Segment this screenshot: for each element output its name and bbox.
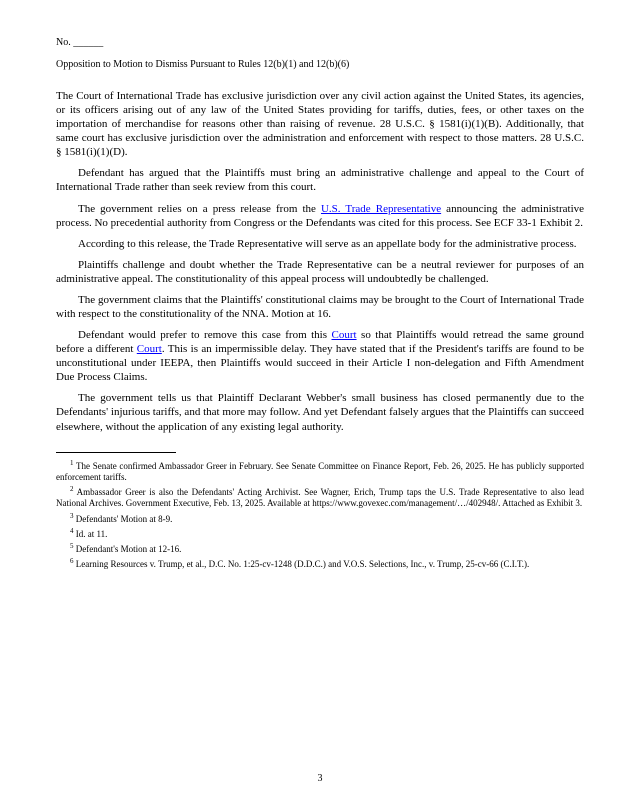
fn-num-5: 5 [70,542,74,550]
fn-text-5: Defendant's Motion at 12-16. [76,544,182,554]
fn-num-1: 1 [70,459,74,467]
body-text: The Court of International Trade has exc… [56,89,584,434]
link-court-1[interactable]: Court [332,329,357,341]
fn-num-6: 6 [70,557,74,565]
link-ustr[interactable]: U.S. Trade Representative [321,203,441,215]
page-number: 3 [0,773,640,784]
fn-text-2: Ambassador Greer is also the Defendants'… [56,487,584,508]
para-7-pre: Defendant would prefer to remove this ca… [78,329,332,341]
para-1: The Court of International Trade has exc… [56,89,584,159]
fn-text-3: Defendants' Motion at 8-9. [76,514,173,524]
document-page: No. ______ Opposition to Motion to Dismi… [0,0,640,800]
fn-text-6: Learning Resources v. Trump, et al., D.C… [76,559,530,569]
footnote-separator [56,452,176,453]
fn-num-4: 4 [70,527,74,535]
footnote-6: 6 Learning Resources v. Trump, et al., D… [56,557,584,570]
fn-num-3: 3 [70,512,74,520]
para-4: According to this release, the Trade Rep… [56,237,584,251]
header-title: Opposition to Motion to Dismiss Pursuant… [56,58,584,72]
para-2: Defendant has argued that the Plaintiffs… [56,166,584,194]
fn-text-1: The Senate confirmed Ambassador Greer in… [56,461,584,482]
footnotes: 1 The Senate confirmed Ambassador Greer … [56,459,584,571]
header-case-number: No. ______ [56,36,584,50]
fn-num-2: 2 [70,485,74,493]
fn-text-4: Id. at 11. [76,529,108,539]
footnote-5: 5 Defendant's Motion at 12-16. [56,542,584,555]
para-3-pre: The government relies on a press release… [78,203,321,215]
para-6: The government claims that the Plaintiff… [56,293,584,321]
para-8: The government tells us that Plaintiff D… [56,391,584,433]
footnote-3: 3 Defendants' Motion at 8-9. [56,512,584,525]
footnote-4: 4 Id. at 11. [56,527,584,540]
para-3: The government relies on a press release… [56,202,584,230]
footnote-1: 1 The Senate confirmed Ambassador Greer … [56,459,584,484]
para-7: Defendant would prefer to remove this ca… [56,328,584,384]
para-5: Plaintiffs challenge and doubt whether t… [56,258,584,286]
footnote-2: 2 Ambassador Greer is also the Defendant… [56,485,584,510]
link-court-2[interactable]: Court [137,343,162,355]
